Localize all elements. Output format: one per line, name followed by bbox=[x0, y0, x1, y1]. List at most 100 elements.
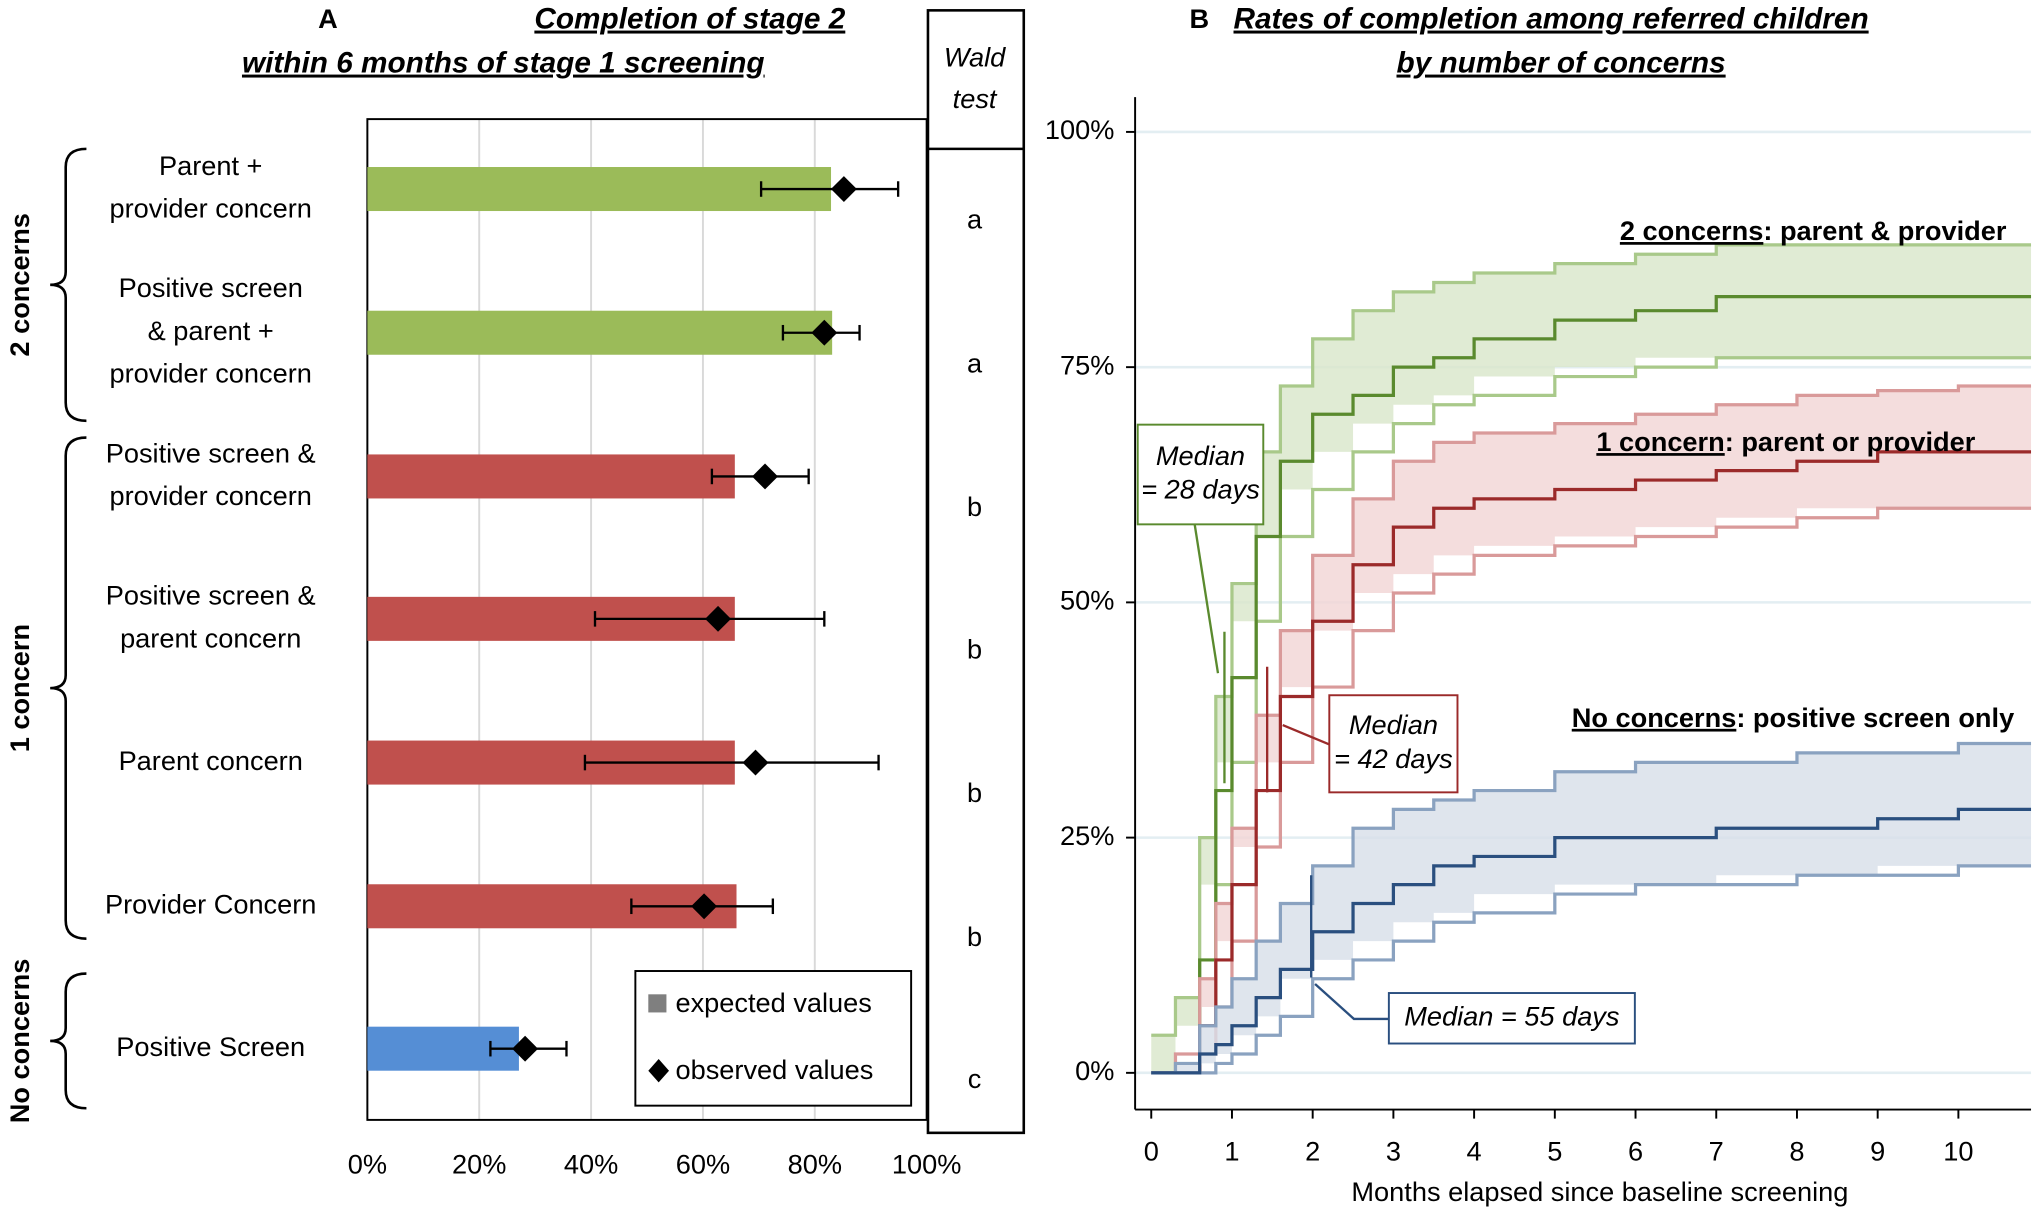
x-tick-label: 100% bbox=[892, 1149, 961, 1180]
wald-box bbox=[926, 9, 1026, 1135]
series-description: : parent or provider bbox=[1725, 426, 1976, 457]
series-name: No concerns bbox=[1572, 702, 1737, 733]
confidence-band bbox=[1151, 743, 2032, 1073]
y-tick-label: 0% bbox=[1075, 1055, 1114, 1086]
x-tick-label: 8 bbox=[1789, 1136, 1804, 1167]
series-name: 1 concern bbox=[1596, 426, 1724, 457]
band-upper bbox=[1151, 384, 2032, 1075]
x-tick-label: 0 bbox=[1144, 1136, 1159, 1167]
category-label: provider concern bbox=[110, 358, 312, 389]
y-tick-label: 25% bbox=[1060, 820, 1114, 851]
group-label: 2 concerns bbox=[4, 213, 35, 356]
category-label: Parent + bbox=[159, 150, 262, 181]
survival-line bbox=[1151, 807, 2032, 1075]
error-bar bbox=[583, 754, 880, 771]
observed-marker bbox=[691, 893, 718, 920]
group-label: 1 concern bbox=[4, 624, 35, 752]
legend-box bbox=[634, 970, 913, 1107]
error-bar bbox=[759, 181, 900, 197]
x-tick-label: 0% bbox=[348, 1149, 387, 1180]
bar bbox=[367, 167, 832, 212]
x-tick-label: 6 bbox=[1628, 1136, 1643, 1167]
chart-title: Rates of completion among referred child… bbox=[1234, 3, 1869, 36]
x-tick-label: 60% bbox=[676, 1149, 730, 1180]
category-label: parent concern bbox=[120, 622, 301, 653]
observed-marker bbox=[830, 176, 857, 202]
x-tick-label: 5 bbox=[1547, 1136, 1562, 1167]
annotation-box bbox=[1387, 992, 1636, 1045]
x-tick-label: 2 bbox=[1305, 1136, 1320, 1167]
annotation-text: Median bbox=[1349, 709, 1438, 740]
group-bracket bbox=[50, 972, 87, 1110]
x-tick-label: 3 bbox=[1386, 1136, 1401, 1167]
confidence-band bbox=[1151, 244, 2032, 1073]
y-tick-label: 100% bbox=[1045, 114, 1115, 145]
x-tick-label: 20% bbox=[452, 1149, 506, 1180]
series-label: No concerns: positive screen only bbox=[1572, 702, 2014, 733]
x-tick-label: 4 bbox=[1467, 1136, 1482, 1167]
wald-letter: b bbox=[967, 491, 982, 522]
series-description: : parent & provider bbox=[1763, 215, 2007, 246]
x-tick-label: 9 bbox=[1870, 1136, 1885, 1167]
chart-title: by number of concerns bbox=[1396, 47, 1725, 80]
band-upper bbox=[1151, 741, 2032, 1075]
legend-swatch bbox=[648, 994, 667, 1013]
bar bbox=[367, 310, 833, 355]
x-tick-label: 80% bbox=[788, 1149, 842, 1180]
wald-header: Wald bbox=[944, 42, 1006, 73]
annotation-text: = 28 days bbox=[1141, 474, 1260, 505]
legend-label: expected values bbox=[675, 987, 871, 1018]
annotation-text: Median bbox=[1156, 440, 1245, 471]
panel-label: A bbox=[318, 3, 338, 34]
x-axis-label: Months elapsed since baseline screening bbox=[1351, 1176, 1848, 1207]
median-pointer bbox=[1193, 524, 1220, 674]
x-tick-label: 10 bbox=[1943, 1136, 1973, 1167]
survival-line bbox=[1151, 294, 2032, 1075]
wald-letter: a bbox=[967, 347, 983, 378]
series-description: : positive screen only bbox=[1736, 702, 2014, 733]
category-label: Parent concern bbox=[119, 745, 303, 776]
category-label: & parent + bbox=[148, 315, 274, 346]
band-lower bbox=[1151, 864, 2032, 1075]
survival-line bbox=[1151, 450, 2032, 1075]
median-pointer bbox=[1282, 723, 1330, 746]
panel-label: B bbox=[1189, 3, 1209, 34]
series-label: 1 concern: parent or provider bbox=[1596, 426, 1975, 457]
confidence-band bbox=[1151, 385, 2032, 1073]
chart-title: Completion of stage 2 bbox=[534, 3, 845, 36]
median-pointer bbox=[1314, 983, 1389, 1021]
category-label: Positive screen & bbox=[106, 580, 316, 611]
annotation-text: Median = 55 days bbox=[1404, 1000, 1620, 1031]
category-label: Positive Screen bbox=[116, 1031, 305, 1062]
group-label: No concerns bbox=[4, 959, 35, 1124]
x-tick-label: 40% bbox=[564, 1149, 618, 1180]
category-label: Positive screen & bbox=[106, 437, 316, 468]
y-tick-label: 75% bbox=[1060, 349, 1114, 380]
observed-marker bbox=[752, 463, 778, 490]
wald-header: test bbox=[953, 83, 998, 114]
y-tick-label: 50% bbox=[1060, 585, 1114, 616]
wald-letter: b bbox=[967, 777, 982, 808]
category-label: Positive screen bbox=[119, 272, 303, 303]
x-tick-label: 1 bbox=[1224, 1136, 1239, 1167]
wald-letter: a bbox=[967, 204, 983, 235]
series-label: 2 concerns: parent & provider bbox=[1620, 215, 2007, 246]
annotation-text: = 42 days bbox=[1334, 743, 1453, 774]
wald-letter: b bbox=[967, 633, 982, 664]
category-label: provider concern bbox=[110, 480, 312, 511]
wald-letter: c bbox=[968, 1063, 982, 1094]
band-lower bbox=[1151, 356, 2032, 1075]
category-label: provider concern bbox=[110, 193, 312, 224]
group-bracket bbox=[50, 436, 87, 940]
wald-letter: b bbox=[967, 921, 982, 952]
chart-title: within 6 months of stage 1 screening bbox=[242, 47, 765, 80]
group-bracket bbox=[50, 147, 87, 423]
x-tick-label: 7 bbox=[1709, 1136, 1724, 1167]
legend-label: observed values bbox=[675, 1054, 873, 1085]
annotation-box bbox=[1328, 694, 1459, 794]
annotation-box bbox=[1136, 423, 1265, 526]
category-label: Provider Concern bbox=[105, 888, 316, 919]
